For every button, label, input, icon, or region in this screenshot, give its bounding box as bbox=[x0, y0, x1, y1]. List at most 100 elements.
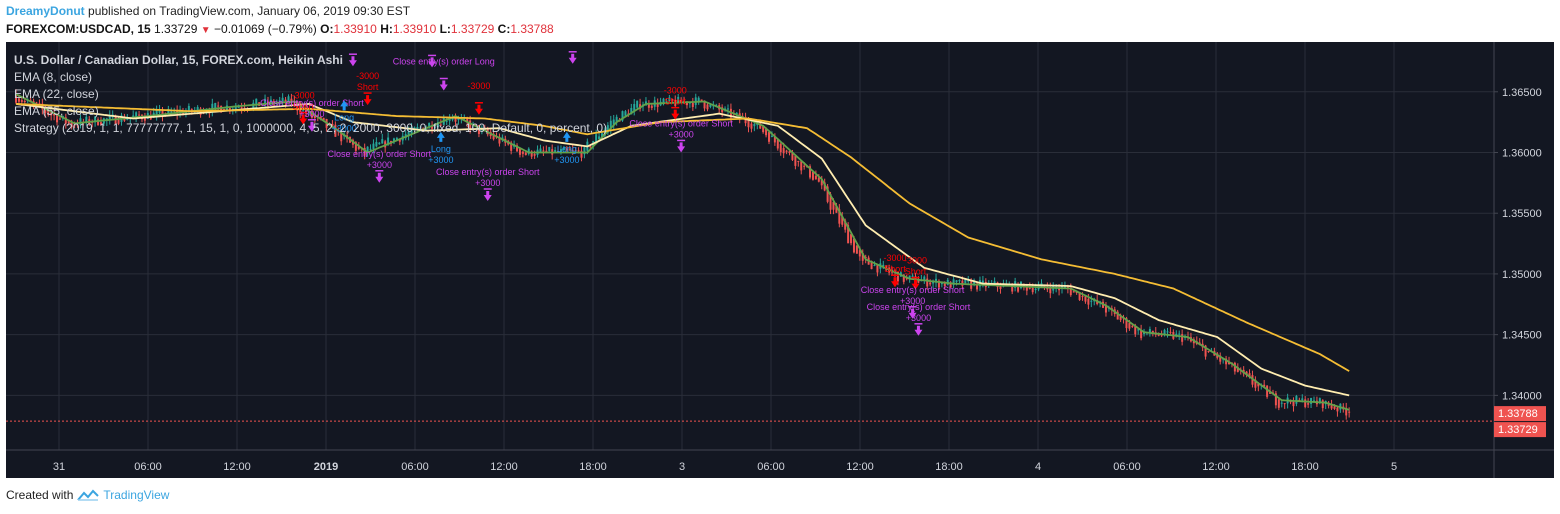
candle-body bbox=[419, 127, 422, 129]
candle-body bbox=[1248, 373, 1251, 378]
candle-body bbox=[85, 116, 88, 122]
candle-body bbox=[53, 113, 56, 116]
candle-body bbox=[847, 225, 850, 244]
signal-label: +3000 bbox=[299, 109, 324, 119]
candle-body bbox=[23, 100, 26, 102]
candle-body bbox=[574, 150, 577, 152]
arrow-down-icon bbox=[568, 53, 577, 64]
candle-body bbox=[735, 112, 738, 114]
candle-body bbox=[108, 115, 111, 120]
candle-body bbox=[779, 143, 782, 153]
candle-body bbox=[58, 118, 61, 120]
candle-body bbox=[788, 151, 791, 153]
y-tick-label: 1.35500 bbox=[1502, 208, 1542, 220]
candle-body bbox=[50, 112, 53, 116]
candle-body bbox=[516, 145, 519, 152]
candle-body bbox=[668, 97, 671, 101]
arrow-down-icon bbox=[483, 191, 492, 201]
candle-body bbox=[167, 108, 170, 115]
signal-label: +3000 bbox=[668, 129, 693, 139]
candle-body bbox=[1321, 400, 1324, 409]
candle-body bbox=[266, 101, 269, 104]
candle-body bbox=[937, 280, 940, 288]
candle-body bbox=[557, 150, 560, 153]
candle-body bbox=[1011, 284, 1014, 292]
candle-body bbox=[1119, 315, 1122, 320]
arrow-up-icon bbox=[436, 131, 445, 142]
candle-body bbox=[709, 104, 712, 107]
candle-body bbox=[680, 99, 683, 103]
candle-body bbox=[518, 148, 521, 155]
signal-close: Close entry(s) order Short+3000 bbox=[436, 167, 540, 201]
candle-body bbox=[94, 116, 97, 123]
candle-body bbox=[656, 103, 659, 107]
candle-body bbox=[64, 117, 67, 124]
signal-close: Close entry(s) order Short+3000 bbox=[861, 285, 965, 319]
candle-body bbox=[234, 106, 237, 109]
candle-body bbox=[770, 135, 773, 137]
candle-body bbox=[448, 118, 451, 121]
y-tick-label: 1.34500 bbox=[1502, 330, 1542, 342]
candle-body bbox=[1225, 358, 1228, 365]
candle-body bbox=[949, 282, 952, 288]
candle-body bbox=[768, 132, 771, 142]
candle-body bbox=[870, 261, 873, 270]
x-tick-label: 18:00 bbox=[1291, 461, 1319, 473]
candle-body bbox=[703, 100, 706, 109]
candle-body bbox=[445, 120, 448, 122]
candle-body bbox=[1058, 287, 1061, 291]
signal-label: -3000 bbox=[421, 42, 444, 43]
candle-body bbox=[138, 114, 141, 116]
signal-label: -3000 bbox=[904, 256, 927, 266]
candle-body bbox=[1049, 287, 1052, 294]
candle-body bbox=[964, 279, 967, 284]
candle-body bbox=[1137, 329, 1140, 331]
candle-body bbox=[542, 150, 545, 152]
candle-body bbox=[911, 275, 914, 277]
signal-close: Close entry(s) order Short+3000 bbox=[328, 149, 432, 183]
price-scale[interactable] bbox=[1494, 42, 1554, 478]
candle-body bbox=[1233, 362, 1236, 372]
candle-body bbox=[595, 134, 598, 144]
candle-body bbox=[1087, 298, 1090, 305]
candle-body bbox=[1245, 371, 1248, 375]
candle-body bbox=[580, 150, 583, 158]
close-label: C: bbox=[497, 22, 511, 36]
x-axis-ticks[interactable]: 31 06:00 12:00 2019 06:00 12:00 18:00 3 06:00 12:… bbox=[53, 461, 1397, 473]
candle-body bbox=[662, 98, 665, 104]
last-price: 1.33729 bbox=[154, 22, 198, 36]
candle-body bbox=[876, 265, 879, 273]
tradingview-logo-icon bbox=[77, 489, 100, 501]
signal-label: Short bbox=[664, 97, 686, 107]
candle-body bbox=[820, 179, 823, 186]
candle-body bbox=[926, 278, 929, 287]
candle-body bbox=[791, 152, 794, 160]
tradingview-link[interactable]: TradingView bbox=[103, 488, 170, 502]
candle-body bbox=[284, 99, 287, 103]
candle-body bbox=[589, 146, 592, 148]
x-tick-label: 3 bbox=[679, 461, 685, 473]
candle-body bbox=[601, 133, 603, 138]
candle-body bbox=[407, 131, 410, 137]
x-tick-label: 06:00 bbox=[1113, 461, 1141, 473]
candle-body bbox=[475, 124, 478, 126]
candle-body bbox=[814, 175, 817, 180]
candle-body bbox=[562, 147, 565, 151]
low-label: L: bbox=[439, 22, 451, 36]
candle-body bbox=[917, 279, 920, 283]
candle-body bbox=[214, 102, 217, 109]
candle-body bbox=[143, 117, 146, 121]
footer: Created with TradingView bbox=[6, 488, 169, 502]
candle-body bbox=[1274, 393, 1277, 406]
arrow-up-icon bbox=[340, 100, 349, 111]
candle-body bbox=[943, 283, 946, 287]
low-value: 1.33729 bbox=[450, 22, 495, 36]
candle-body bbox=[15, 94, 17, 103]
author-name[interactable]: DreamyDonut bbox=[6, 4, 85, 18]
candle-body bbox=[650, 105, 653, 108]
candle-body bbox=[929, 282, 932, 285]
